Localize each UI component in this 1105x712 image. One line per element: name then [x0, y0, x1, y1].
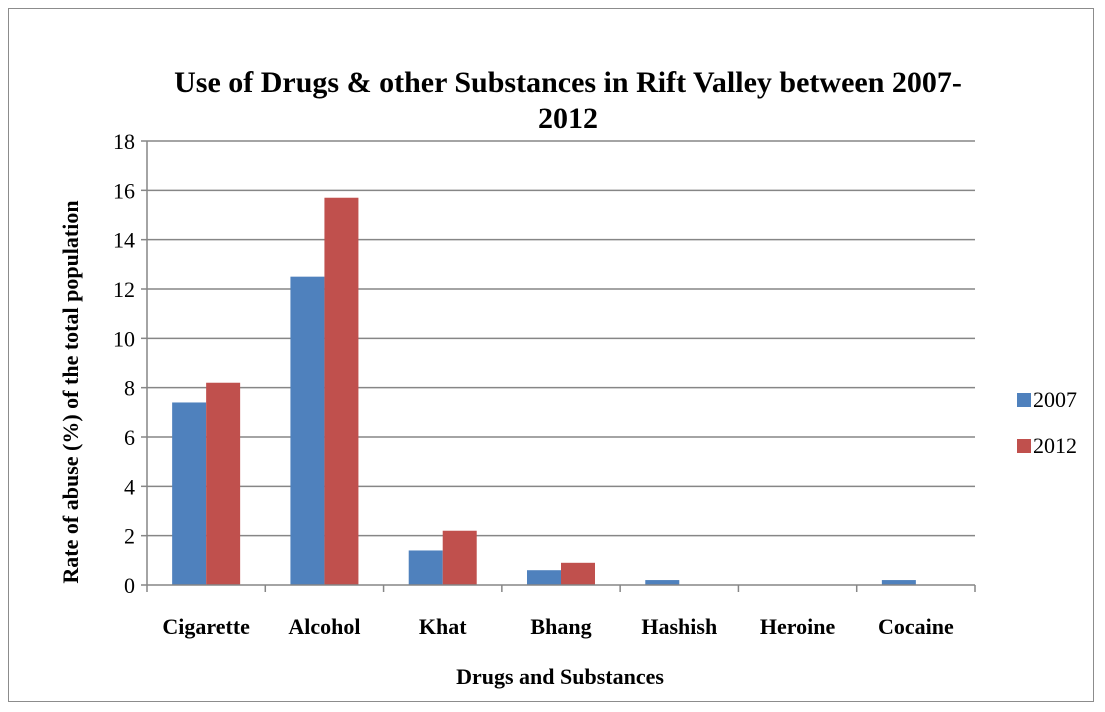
x-tick-label: Khat	[419, 614, 467, 639]
bar-chart: Use of Drugs & other Substances in Rift …	[58, 66, 1077, 689]
bar-2007-khat	[408, 550, 443, 585]
y-tick-label: 6	[124, 425, 135, 450]
legend-swatch-2012	[1017, 439, 1031, 453]
x-tick-label: Hashish	[641, 614, 717, 639]
legend: 2007 2012	[1017, 387, 1077, 458]
bar-2012-alcohol	[324, 197, 359, 585]
x-tick-label: Cigarette	[162, 614, 250, 639]
y-tick-label: 14	[113, 228, 135, 253]
bar-2012-khat	[442, 530, 477, 585]
y-tick-label: 16	[113, 178, 135, 203]
x-tick-label: Heroine	[760, 614, 836, 639]
bars	[172, 197, 916, 585]
chart-title-line-2: 2012	[538, 102, 598, 135]
legend-label-2012: 2012	[1033, 433, 1077, 458]
chart-frame: Use of Drugs & other Substances in Rift …	[8, 8, 1094, 702]
y-tick-label: 2	[124, 524, 135, 549]
y-tick-labels: 0 2 4 6 8 10 12 14 16 18	[113, 129, 135, 598]
x-tick-label: Alcohol	[288, 614, 360, 639]
bar-2012-cigarette	[206, 382, 241, 585]
y-tick-label: 4	[124, 474, 135, 499]
bar-2007-cocaine	[881, 580, 916, 585]
axes	[141, 140, 976, 592]
x-tick-labels: Cigarette Alcohol Khat Bhang Hashish Heroine C…	[162, 614, 954, 639]
y-tick-label: 10	[113, 326, 135, 351]
bar-2007-alcohol	[290, 276, 325, 585]
y-tick-label: 12	[113, 277, 135, 302]
x-axis-title: Drugs and Substances	[456, 664, 664, 689]
legend-label-2007: 2007	[1033, 387, 1077, 412]
bar-2007-hashish	[645, 580, 680, 585]
y-tick-label: 8	[124, 376, 135, 401]
chart-title-line-1: Use of Drugs & other Substances in Rift …	[174, 66, 962, 99]
x-tick-label: Cocaine	[878, 614, 954, 639]
x-tick-label: Bhang	[530, 614, 591, 639]
y-tick-label: 18	[113, 129, 135, 154]
gridlines	[147, 140, 975, 537]
y-axis-title: Rate of abuse (%) of the total populatio…	[58, 200, 83, 583]
legend-swatch-2007	[1017, 393, 1031, 407]
bar-2007-cigarette	[172, 402, 207, 585]
y-tick-label: 0	[124, 573, 135, 598]
bar-2012-bhang	[561, 562, 595, 585]
bar-2007-bhang	[527, 570, 561, 585]
